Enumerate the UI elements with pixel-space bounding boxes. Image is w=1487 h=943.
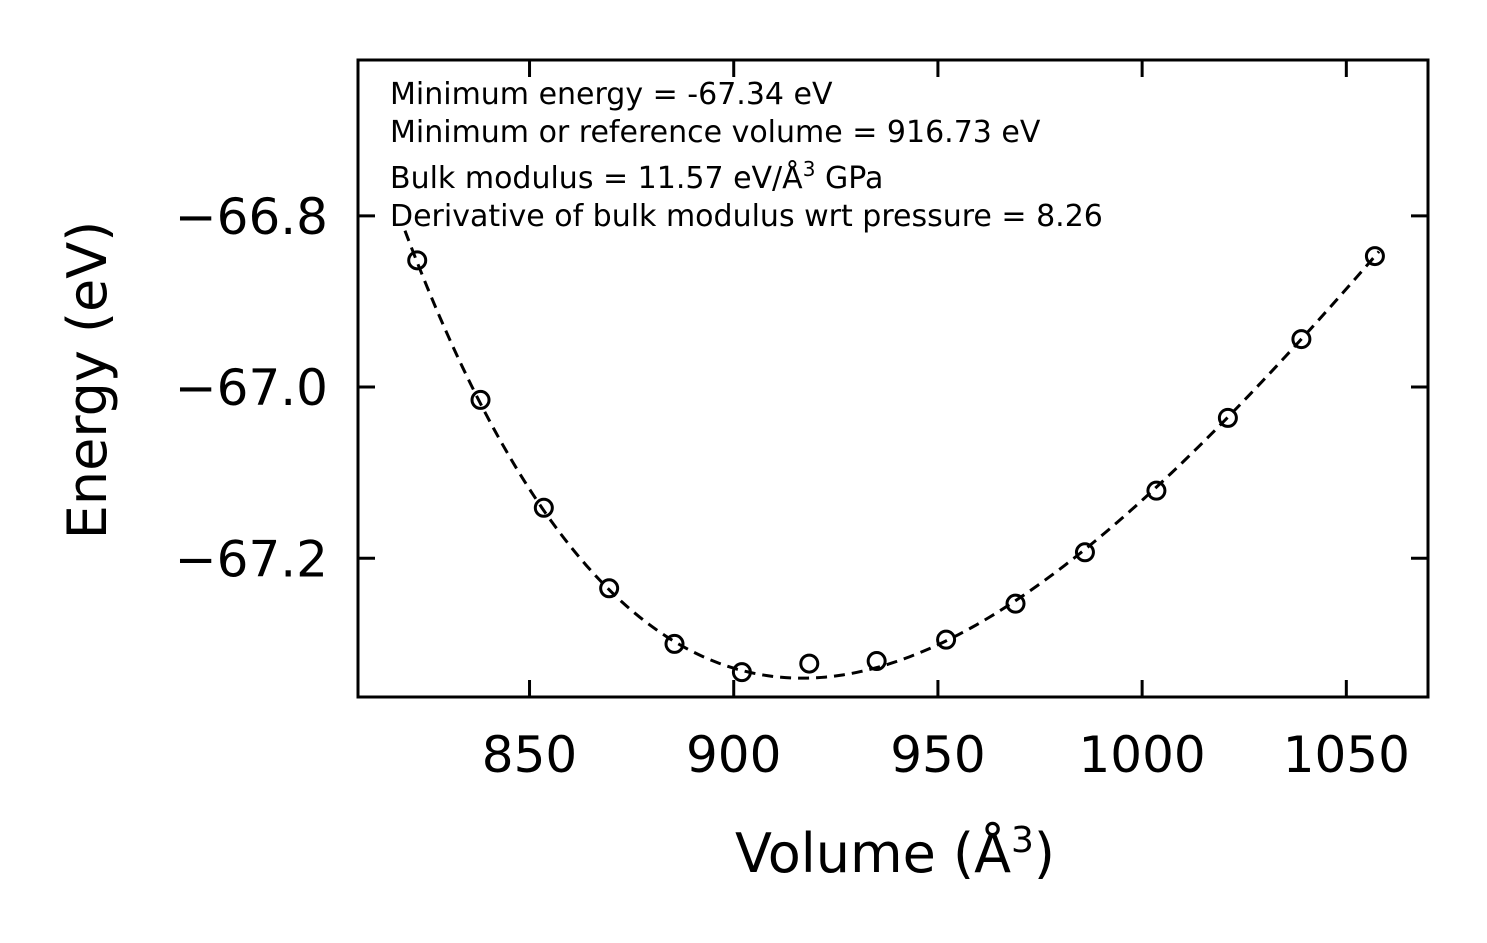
plot-frame (356, 58, 1430, 699)
data-point (1364, 246, 1385, 267)
x-axis-title: Volume (Å3) (735, 820, 1055, 885)
annotation-min-volume: Minimum or reference volume = 916.73 eV (390, 115, 1041, 150)
data-point (936, 629, 957, 650)
data-points (407, 246, 1385, 683)
data-point (1005, 593, 1026, 614)
x-axis-title-close: ) (1034, 822, 1055, 885)
x-axis-title-sup: 3 (1011, 820, 1034, 861)
data-point (1217, 407, 1238, 428)
data-point (407, 250, 428, 271)
x-tick-label: 900 (686, 726, 781, 784)
y-axis-title: Energy (eV) (56, 221, 119, 540)
data-point (533, 497, 554, 518)
annotation-derivative: Derivative of bulk modulus wrt pressure … (390, 199, 1103, 234)
annotation-block: Minimum energy = -67.34 eV Minimum or re… (390, 77, 1103, 234)
y-tick-label: −66.8 (175, 188, 328, 246)
x-tick-label: 1050 (1283, 726, 1410, 784)
fit-curve (403, 230, 1381, 680)
x-tick-label: 850 (482, 726, 577, 784)
x-axis-title-main: Volume (Å (735, 821, 1011, 885)
bulk-modulus-sup: 3 (803, 157, 816, 181)
data-point (1146, 480, 1167, 501)
y-tick-label: −67.0 (175, 359, 328, 417)
data-point (799, 653, 820, 674)
data-point (731, 662, 752, 683)
bulk-modulus-prefix: Bulk modulus = 11.57 eV/Å (390, 160, 803, 196)
annotation-bulk-modulus: Bulk modulus = 11.57 eV/Å3 GPa (390, 157, 883, 196)
x-tick-label: 950 (890, 726, 985, 784)
bulk-modulus-suffix: GPa (815, 161, 883, 196)
data-point (1074, 542, 1095, 563)
data-point (664, 633, 685, 654)
x-axis-ticks: 850 900 950 1000 1050 (482, 60, 1410, 784)
data-point (1291, 329, 1312, 350)
data-point (599, 578, 620, 599)
y-axis-ticks: −66.8 −67.0 −67.2 (175, 188, 1428, 588)
y-tick-label: −67.2 (175, 530, 328, 588)
annotation-min-energy: Minimum energy = -67.34 eV (390, 77, 833, 112)
data-point (470, 389, 491, 410)
x-tick-label: 1000 (1078, 726, 1205, 784)
data-point (866, 651, 887, 672)
